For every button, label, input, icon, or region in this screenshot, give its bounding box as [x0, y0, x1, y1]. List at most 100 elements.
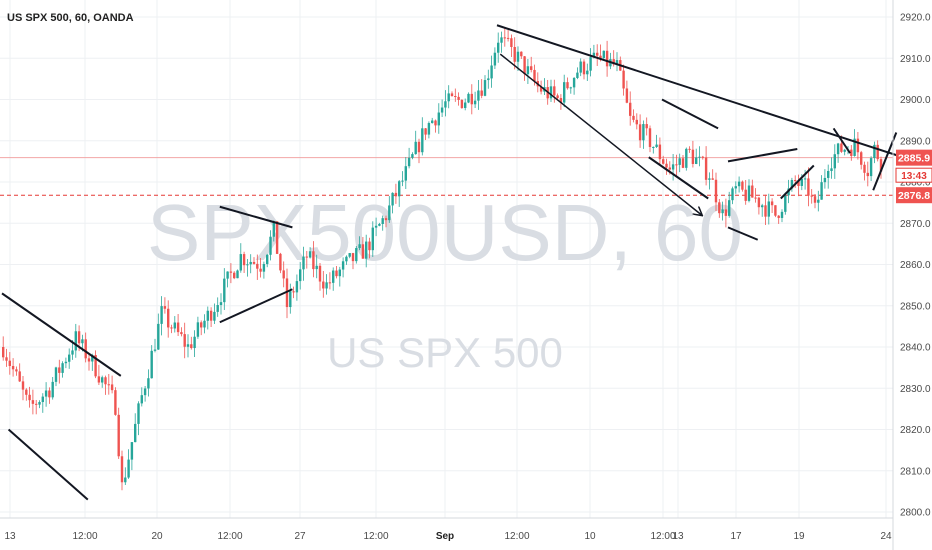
y-tick-label: 2880.0 — [900, 178, 931, 189]
candle-body — [371, 227, 374, 251]
candle-body — [724, 209, 728, 216]
trendline[interactable] — [727, 226, 759, 241]
candle-body — [167, 308, 170, 328]
candle-body — [325, 282, 328, 289]
candle-body — [503, 37, 506, 39]
candle-body — [599, 55, 602, 58]
candle-body — [490, 65, 493, 79]
candle-body — [625, 88, 629, 103]
candle-body — [784, 195, 787, 212]
candle-body — [101, 377, 104, 383]
trendline[interactable] — [661, 98, 719, 130]
candle-body — [322, 281, 325, 289]
candle-body — [361, 244, 365, 259]
candle-body — [744, 189, 747, 201]
candle-body — [668, 167, 671, 170]
candle-body — [134, 423, 137, 443]
candle-body — [84, 339, 87, 359]
candle-body — [127, 459, 130, 478]
projection-arrow[interactable] — [499, 53, 701, 215]
y-tick-label: 2810.0 — [900, 466, 931, 477]
candle-body — [252, 261, 256, 264]
trendline[interactable] — [872, 132, 898, 191]
candle-body — [589, 57, 592, 71]
trendline[interactable] — [219, 288, 293, 324]
candle-body — [315, 265, 318, 270]
candle-body — [523, 56, 526, 75]
candle-body — [124, 477, 127, 483]
x-tick-label: 12:00 — [217, 531, 242, 542]
candle-body — [582, 61, 586, 75]
trendline[interactable] — [1, 292, 122, 377]
candle-body — [530, 66, 533, 70]
candle-body — [655, 144, 658, 147]
candle-body — [259, 268, 262, 272]
trendline-drawings[interactable] — [1, 24, 932, 501]
candle-body — [431, 120, 434, 124]
candle-body — [526, 66, 530, 75]
candle-body — [110, 384, 114, 391]
candle-body — [817, 199, 820, 203]
y-tick-label: 2840.0 — [900, 343, 931, 354]
candle-body — [671, 164, 675, 170]
trendline[interactable] — [7, 428, 89, 501]
x-tick-label: 17 — [730, 531, 742, 542]
trendline[interactable] — [496, 24, 904, 159]
candle-body — [586, 70, 589, 75]
candle-body — [196, 322, 200, 337]
candle-body — [559, 98, 563, 103]
candle-body — [143, 388, 147, 396]
candle-body — [176, 322, 180, 333]
candle-body — [685, 148, 688, 168]
candle-body — [810, 195, 813, 197]
trendline[interactable] — [219, 205, 293, 229]
candle-body — [487, 78, 490, 81]
candle-body — [170, 327, 173, 329]
candle-body — [632, 115, 635, 120]
candle-body — [31, 400, 35, 404]
candle-body — [500, 37, 503, 43]
candle-body — [579, 61, 582, 73]
candle-body — [345, 256, 348, 262]
candle-body — [728, 200, 731, 216]
y-tick-label: 2850.0 — [900, 301, 931, 312]
trendline[interactable] — [780, 164, 815, 200]
trendline[interactable] — [727, 148, 798, 163]
candle-body — [358, 244, 361, 249]
candle-body — [374, 225, 378, 228]
candle-body — [460, 99, 464, 108]
candle-body — [553, 86, 556, 96]
candle-body — [193, 336, 196, 349]
candle-body — [51, 381, 54, 398]
candle-body — [338, 269, 341, 277]
candle-body — [823, 177, 827, 183]
x-tick-label: 12:00 — [72, 531, 97, 542]
candle-body — [68, 354, 71, 362]
candle-body — [447, 93, 450, 102]
x-tick-label: 12:00 — [363, 531, 388, 542]
trendline[interactable] — [832, 127, 851, 154]
candle-body — [209, 310, 213, 321]
candle-body — [71, 350, 74, 355]
candle-body — [662, 159, 665, 164]
candle-body — [457, 96, 460, 100]
y-tick-label: 2900.0 — [900, 95, 931, 106]
candle-body — [104, 377, 107, 385]
candle-body — [173, 322, 176, 329]
candle-body — [302, 256, 305, 270]
candle-body — [279, 253, 282, 271]
candle-body — [427, 123, 431, 135]
x-tick-label: 12:00 — [504, 531, 529, 542]
candle-body — [731, 188, 734, 201]
candle-body — [592, 52, 596, 58]
candle-body — [533, 69, 536, 82]
watermark-name: US SPX 500 — [327, 329, 563, 376]
candle-body — [807, 178, 810, 196]
candle-body — [411, 154, 414, 158]
candle-body — [186, 344, 190, 347]
candle-body — [873, 144, 876, 159]
trendline[interactable] — [648, 156, 709, 200]
candle-body — [675, 164, 678, 166]
